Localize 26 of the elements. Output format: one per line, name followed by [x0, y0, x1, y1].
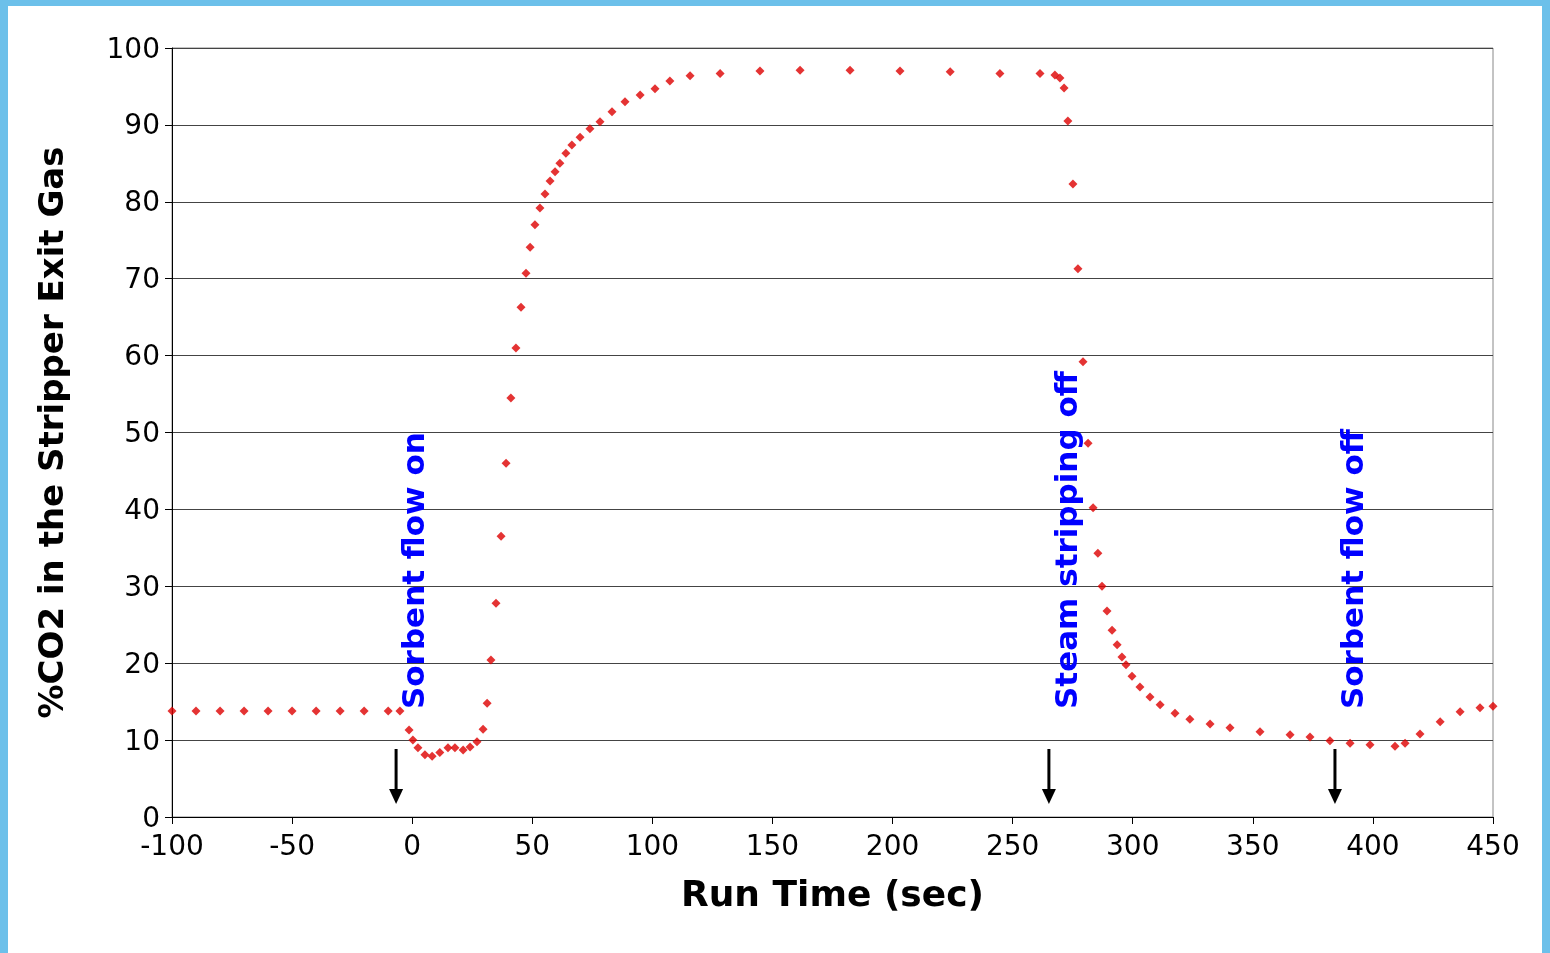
x-tick-label: 100 [625, 828, 680, 862]
x-tick-label: 150 [745, 828, 800, 862]
y-tick-label: 40 [124, 492, 160, 526]
ref-line-label: Sorbent flow on [395, 432, 432, 709]
x-tick-label: 450 [1466, 828, 1520, 862]
x-tick-label: 350 [1226, 828, 1280, 862]
y-axis-title: %CO2 in the Stripper Exit Gas [31, 146, 71, 719]
y-tick-label: 100 [106, 31, 160, 65]
x-tick-label: 200 [865, 828, 920, 862]
x-axis-title: Run Time (sec) [681, 872, 984, 914]
y-tick-label: 50 [124, 416, 160, 449]
x-tick-label: 50 [514, 828, 551, 862]
y-tick-label: 60 [124, 339, 160, 373]
x-tick-label: 0 [403, 828, 422, 862]
y-tick-label: 90 [124, 108, 160, 142]
y-tick-label: 80 [124, 185, 160, 219]
x-tick-label: 250 [985, 828, 1040, 862]
x-tick-label: 400 [1346, 828, 1400, 862]
ref-line-label: Sorbent flow off [1333, 428, 1370, 709]
y-tick-label: 30 [124, 569, 160, 603]
y-tick-label: 70 [124, 262, 160, 296]
y-tick-label: 20 [124, 646, 160, 680]
ref-line-label: Steam stripping off [1047, 370, 1084, 709]
y-tick-label: 10 [124, 723, 160, 757]
x-tick-label: 300 [1106, 828, 1160, 862]
x-tick-label: -50 [269, 828, 315, 862]
